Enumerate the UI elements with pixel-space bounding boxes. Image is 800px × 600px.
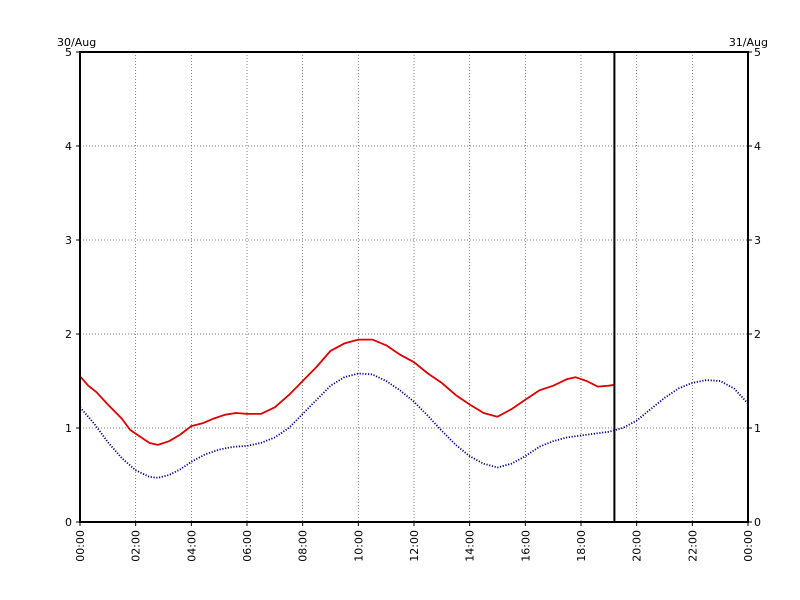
y-tick-label-right: 4 [754,140,761,153]
y-tick-label-right: 1 [754,422,761,435]
tick-marks [76,51,752,526]
x-tick-label: 02:00 [130,530,143,562]
date-label-right: 31/Aug [729,36,768,49]
x-tick-label: 16:00 [519,530,532,562]
y-tick-label-right: 2 [754,328,761,341]
x-tick-label: 00:00 [74,530,87,562]
y-tick-labels-right: 0 1 2 3 4 5 [754,46,761,529]
grid [80,52,748,522]
y-tick-label-left: 3 [65,234,72,247]
y-tick-label-left: 2 [65,328,72,341]
y-tick-label-right: 5 [754,46,761,59]
x-tick-label: 14:00 [464,530,477,562]
series-line-1 [79,338,615,446]
y-tick-label-right: 0 [754,516,761,529]
x-tick-label: 20:00 [631,530,644,562]
x-tick-label: 22:00 [686,530,699,562]
series-group [79,338,749,479]
y-tick-label-left: 1 [65,422,72,435]
x-tick-label: 04:00 [185,530,198,562]
x-tick-label: 10:00 [352,530,365,562]
y-tick-label-left: 4 [65,140,72,153]
x-tick-label: 12:00 [408,530,421,562]
date-label-left: 30/Aug [57,36,96,49]
y-tick-label-left: 0 [65,516,72,529]
y-tick-label-right: 3 [754,234,761,247]
x-tick-label: 00:00 [742,530,755,562]
x-tick-labels: 00:00 02:00 04:00 06:00 08:00 10:00 12:00 14:00… [74,530,755,562]
x-tick-label: 08:00 [297,530,310,562]
series-line-2 [79,372,749,479]
y-tick-labels-left: 0 1 2 3 4 5 [65,46,72,529]
x-tick-label: 06:00 [241,530,254,562]
y-tick-label-left: 5 [65,46,72,59]
x-tick-label: 18:00 [575,530,588,562]
